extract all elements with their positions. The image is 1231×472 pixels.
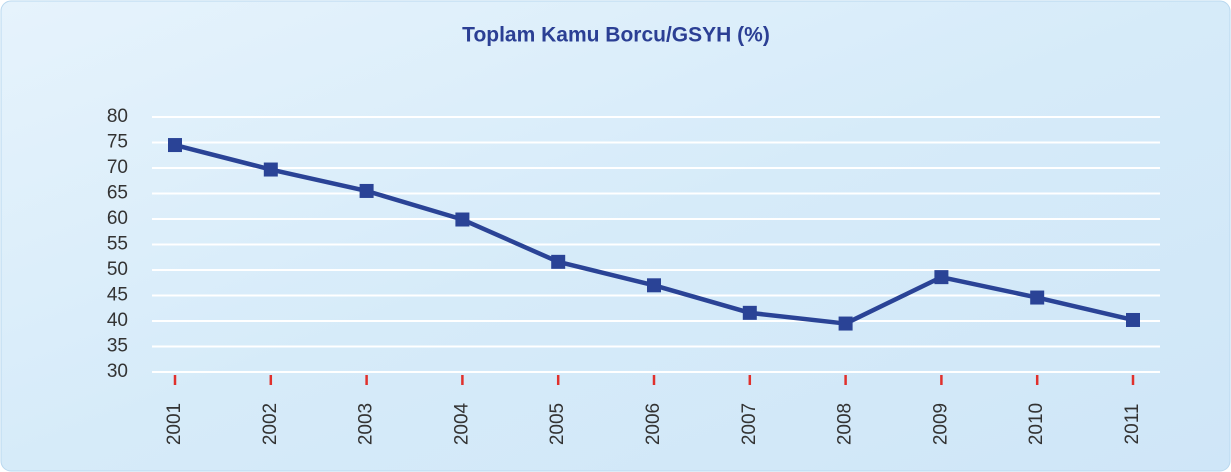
x-tick-label: 2011 [1122, 404, 1143, 445]
x-tick-label: 2006 [643, 403, 664, 445]
chart-title: Toplam Kamu Borcu/GSYH (%) [462, 24, 770, 47]
x-tick-label: 2008 [835, 403, 856, 445]
y-tick-label: 75 [107, 132, 128, 153]
x-tick-label: 2005 [547, 403, 568, 445]
marker [742, 305, 757, 320]
marker [647, 278, 661, 293]
y-tick-label: 60 [107, 208, 128, 229]
y-tick-label: 70 [107, 157, 128, 178]
x-tick-label: 2002 [260, 403, 281, 445]
x-tick-label: 2001 [164, 403, 185, 445]
marker [455, 212, 470, 227]
y-tick-label: 80 [107, 106, 128, 127]
marker [934, 270, 949, 285]
y-tick-label: 65 [107, 183, 128, 204]
marker [551, 254, 566, 269]
y-tick-label: 30 [107, 361, 128, 382]
y-tick-label: 50 [107, 259, 128, 280]
marker [838, 316, 853, 331]
x-tick-label: 2010 [1026, 403, 1047, 445]
x-tick-label: 2007 [739, 403, 760, 445]
marker [1126, 312, 1140, 327]
y-tick-label: 55 [107, 234, 128, 255]
y-tick-label: 40 [107, 310, 128, 331]
marker [359, 183, 374, 198]
x-tick-label: 2004 [451, 402, 472, 445]
marker [168, 138, 182, 153]
x-tick-label: 2003 [356, 403, 377, 445]
marker [263, 162, 278, 177]
x-tick-label: 2009 [930, 403, 951, 445]
y-tick-label: 45 [107, 285, 128, 306]
marker [1030, 290, 1045, 305]
y-tick-label: 35 [107, 336, 128, 357]
